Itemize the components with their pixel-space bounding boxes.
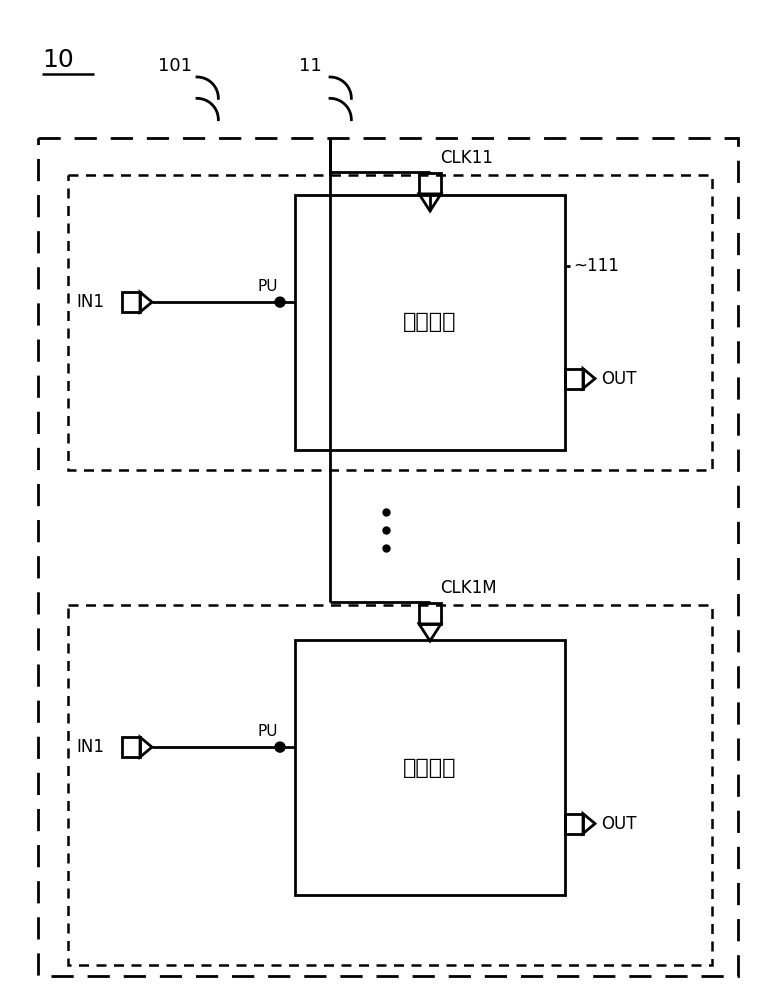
Text: PU: PU [258, 279, 278, 294]
Text: ~111: ~111 [573, 257, 619, 275]
Text: 10: 10 [42, 48, 74, 72]
Text: 输出模块: 输出模块 [403, 758, 457, 778]
Text: 101: 101 [158, 57, 192, 75]
Text: CLK1M: CLK1M [440, 579, 496, 597]
Bar [295, 195, 565, 450]
Circle shape [275, 742, 285, 752]
Text: 输出模块: 输出模块 [403, 312, 457, 332]
Text: OUT: OUT [601, 815, 636, 833]
Text: IN1: IN1 [76, 293, 104, 311]
Text: OUT: OUT [601, 370, 636, 388]
Text: 11: 11 [299, 57, 321, 75]
Text: CLK11: CLK11 [440, 149, 493, 167]
Text: IN1: IN1 [76, 738, 104, 756]
Text: PU: PU [258, 724, 278, 739]
Bar [295, 640, 565, 895]
Bar [68, 175, 712, 470]
Bar [38, 138, 738, 976]
Bar [68, 605, 712, 965]
Circle shape [275, 297, 285, 307]
